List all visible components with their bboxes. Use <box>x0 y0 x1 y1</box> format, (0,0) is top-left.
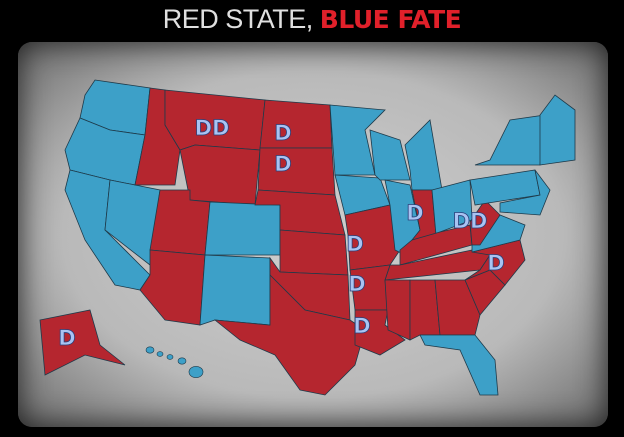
state-tx <box>213 274 366 396</box>
state-mi <box>404 119 443 191</box>
state-co <box>204 201 281 256</box>
state-midatl <box>499 169 551 216</box>
state-ny <box>474 114 546 166</box>
title-part-1: RED STATE, <box>162 4 320 34</box>
state-ga <box>434 279 481 336</box>
state-wy <box>179 144 261 206</box>
state-nm <box>199 254 271 326</box>
d-label-ar: D <box>348 272 365 296</box>
title-part-2: BLUE FATE <box>319 5 462 34</box>
state-hi-island <box>188 366 204 378</box>
title: RED STATE, BLUE FATE <box>0 4 624 35</box>
state-ak <box>39 309 126 376</box>
state-nd <box>259 99 333 149</box>
d-label-mo: D <box>346 232 363 256</box>
state-fl <box>419 334 499 396</box>
state-ks <box>279 229 349 276</box>
state-az <box>139 249 206 326</box>
d-label-nc: D <box>487 251 504 275</box>
state-nc <box>464 239 526 286</box>
state-oh <box>431 179 473 236</box>
d-label-in: D <box>406 201 423 225</box>
d-label-la: D <box>353 314 370 338</box>
d-label-nd: D <box>274 121 291 145</box>
d-label-mt: DD <box>195 116 230 140</box>
state-hi-island <box>156 351 164 357</box>
state-ne-region <box>539 94 576 166</box>
state-wi <box>369 129 411 181</box>
state-hi-island <box>177 357 187 365</box>
d-label-ak: D <box>58 326 75 350</box>
state-mn <box>329 104 386 176</box>
state-hi-island <box>166 354 174 360</box>
state-hi-island <box>145 346 155 354</box>
d-label-sd: D <box>274 152 291 176</box>
d-label-wv: DD <box>453 209 488 233</box>
state-sd <box>257 147 336 196</box>
